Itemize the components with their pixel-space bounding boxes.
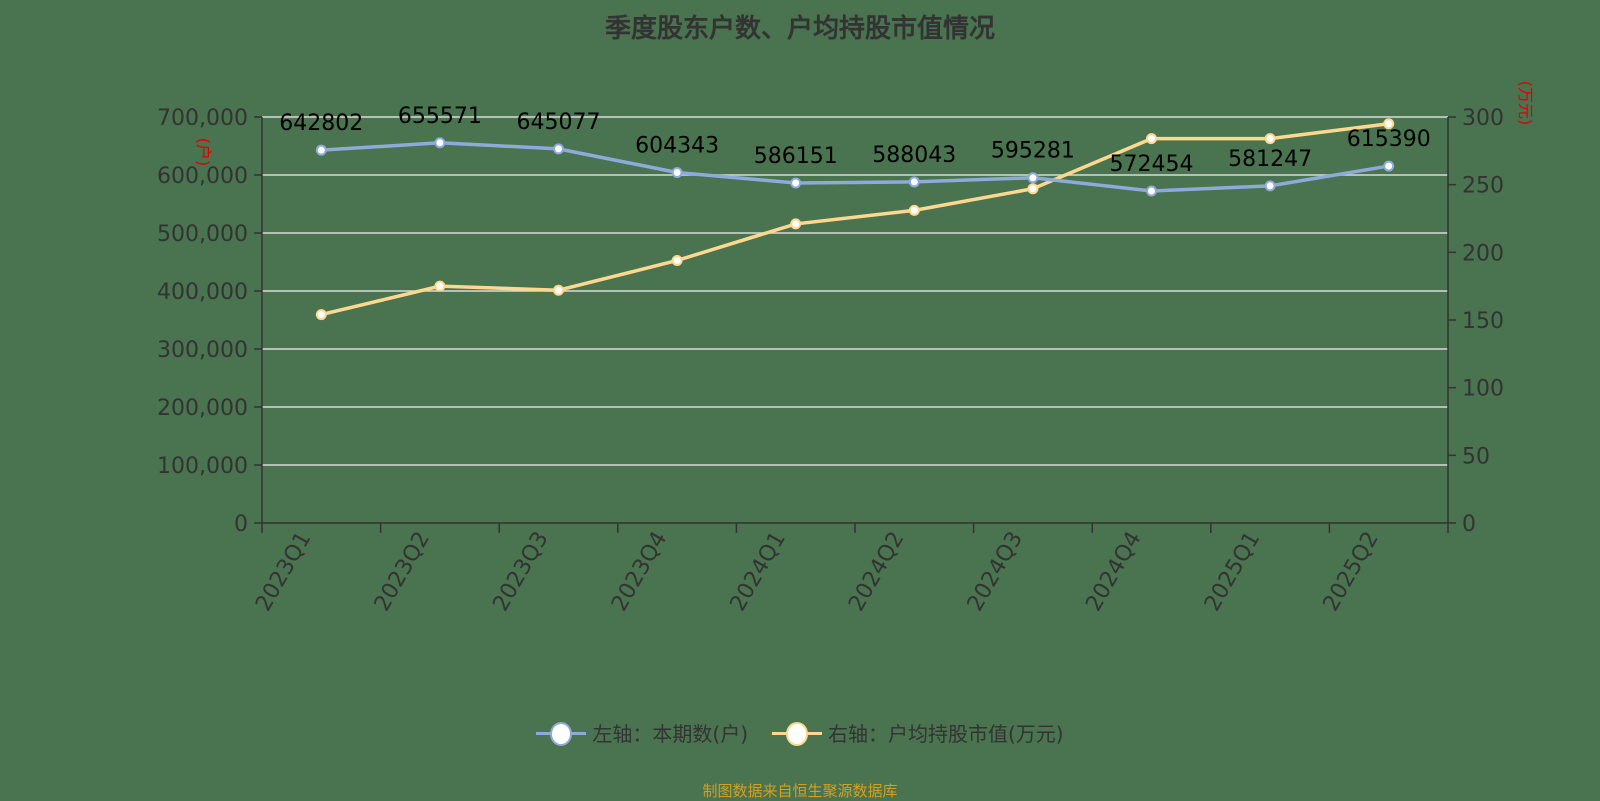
svg-text:200,000: 200,000 [157, 396, 248, 421]
legend-item-left[interactable]: 左轴：本期数(户) [536, 718, 748, 747]
svg-text:642802: 642802 [279, 111, 363, 136]
svg-text:100,000: 100,000 [157, 454, 248, 479]
source-note: 制图数据来自恒生聚源数据库 [702, 782, 898, 800]
legend-label-left: 左轴：本期数(户) [592, 722, 748, 746]
svg-text:645077: 645077 [517, 110, 601, 135]
chart-title: 季度股东户数、户均持股市值情况 [604, 14, 995, 44]
svg-text:588043: 588043 [872, 143, 956, 168]
svg-text:(户): (户) [194, 138, 213, 167]
svg-text:400,000: 400,000 [157, 280, 248, 305]
svg-text:2023Q2: 2023Q2 [370, 528, 435, 616]
svg-text:(万元): (万元) [1516, 81, 1535, 126]
svg-text:2025Q1: 2025Q1 [1200, 528, 1265, 616]
svg-text:2024Q4: 2024Q4 [1081, 528, 1146, 616]
svg-text:2024Q2: 2024Q2 [844, 528, 909, 616]
svg-text:700,000: 700,000 [157, 106, 248, 131]
svg-text:2024Q3: 2024Q3 [963, 528, 1028, 616]
svg-text:586151: 586151 [754, 144, 838, 169]
svg-text:2024Q1: 2024Q1 [726, 528, 791, 616]
svg-text:581247: 581247 [1228, 147, 1312, 172]
svg-text:604343: 604343 [635, 133, 719, 158]
legend-item-right[interactable]: 右轴：户均持股市值(万元) [772, 718, 1064, 747]
svg-text:200: 200 [1462, 241, 1504, 266]
svg-text:500,000: 500,000 [157, 222, 248, 247]
svg-text:655571: 655571 [398, 104, 482, 129]
svg-text:615390: 615390 [1347, 127, 1431, 152]
svg-text:0: 0 [234, 512, 248, 537]
svg-text:100: 100 [1462, 377, 1504, 402]
legend-marker-icon [536, 721, 587, 746]
svg-text:2023Q1: 2023Q1 [251, 528, 316, 616]
svg-text:595281: 595281 [991, 139, 1075, 164]
svg-text:2025Q2: 2025Q2 [1319, 528, 1384, 616]
legend: 左轴：本期数(户) 右轴：户均持股市值(万元) [0, 718, 1600, 747]
svg-text:150: 150 [1462, 309, 1504, 334]
svg-text:600,000: 600,000 [157, 164, 248, 189]
legend-label-right: 右轴：户均持股市值(万元) [828, 722, 1064, 746]
svg-text:2023Q3: 2023Q3 [488, 528, 553, 616]
svg-text:50: 50 [1462, 444, 1490, 469]
svg-text:250: 250 [1462, 174, 1504, 199]
legend-marker-icon [772, 721, 822, 746]
svg-text:2023Q4: 2023Q4 [607, 528, 672, 616]
svg-text:572454: 572454 [1110, 152, 1194, 177]
svg-text:300: 300 [1462, 106, 1504, 131]
svg-text:300,000: 300,000 [157, 338, 248, 363]
svg-text:0: 0 [1462, 512, 1476, 537]
